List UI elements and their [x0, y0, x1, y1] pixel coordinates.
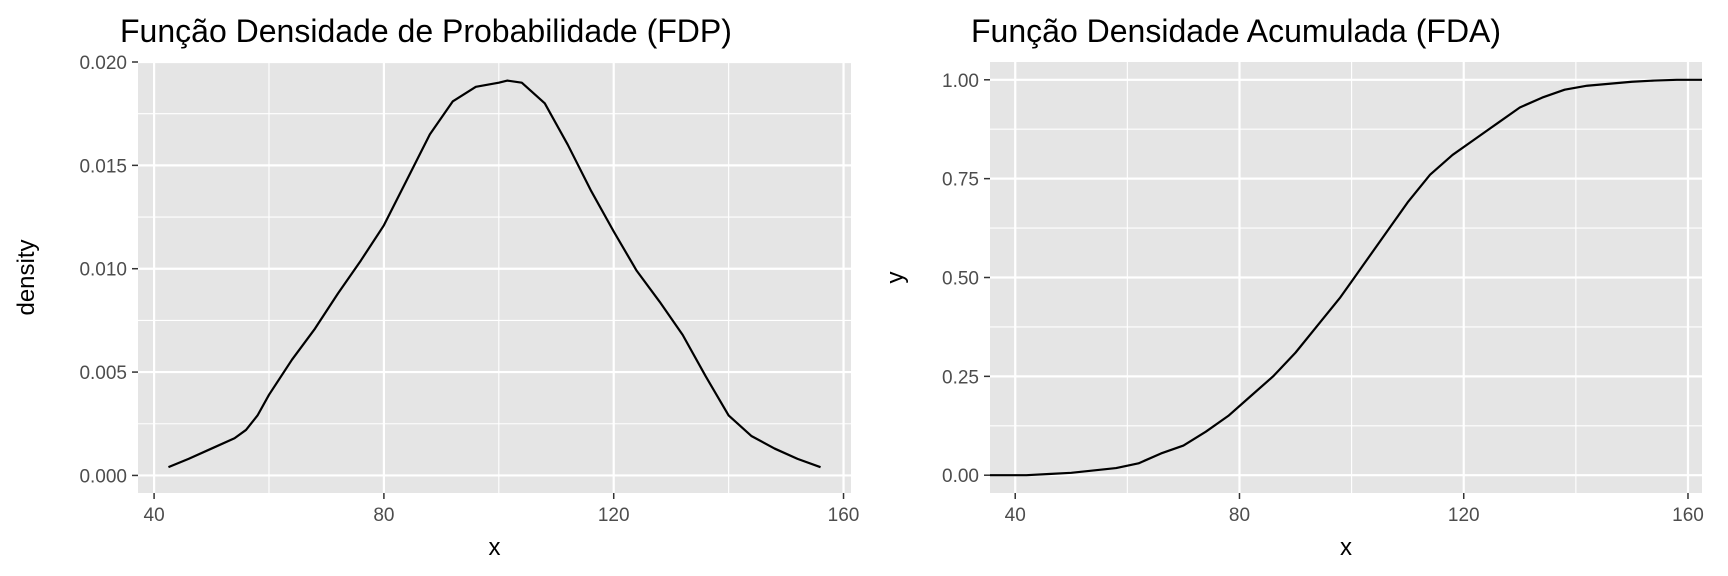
chart-2-y-tick-label: 0.75: [942, 170, 979, 191]
chart-1-series-line-1: [168, 79, 821, 469]
chart-1-y-tick-label: 0.010: [79, 260, 127, 281]
chart-2-x-axis-label: x: [1340, 534, 1352, 561]
chart-1-x-tick-label: 120: [598, 505, 630, 526]
chart-2-x-tick-label: 80: [1229, 505, 1250, 526]
chart-1-y-tick-label: 0.000: [79, 466, 127, 487]
chart-1-title: Função Densidade de Probabilidade (FDP): [120, 13, 732, 49]
chart-1-x-tick-label: 80: [373, 505, 394, 526]
chart-1-y-axis-label: density: [13, 239, 40, 315]
chart-2-x-tick-label: 160: [1672, 505, 1704, 526]
chart-1-x-tick-label: 40: [144, 505, 165, 526]
chart-2-y-axis-label: y: [882, 272, 909, 284]
chart-2-x-tick-label: 120: [1448, 505, 1480, 526]
chart-2-x-tick-label: 40: [1005, 505, 1026, 526]
chart-2-y-tick-label: 0.50: [942, 269, 979, 290]
chart-1-y-tick-label: 0.015: [79, 156, 127, 177]
chart-1-x-tick-label: 160: [828, 505, 860, 526]
chart-1-panel: [138, 62, 851, 493]
chart-2: 40 80 120 160 0.00 0.25 0.50 0.75 1.00 Função Den…: [882, 13, 1704, 561]
chart-1: 40 80 120 160 0.000 0.005 0.010 0.015 0.020 Funçã…: [13, 13, 859, 561]
chart-2-title: Função Densidade Acumulada (FDA): [971, 13, 1501, 49]
chart-2-series-line-1: [990, 78, 1702, 477]
chart-1-y-tick-label: 0.005: [79, 363, 127, 384]
chart-2-y-tick-label: 1.00: [942, 71, 979, 92]
chart-1-x-axis-label: x: [489, 534, 501, 561]
chart-2-y-tick-label: 0.00: [942, 466, 979, 487]
chart-2-y-tick-label: 0.25: [942, 367, 979, 388]
chart-1-y-tick-label: 0.020: [79, 53, 127, 74]
